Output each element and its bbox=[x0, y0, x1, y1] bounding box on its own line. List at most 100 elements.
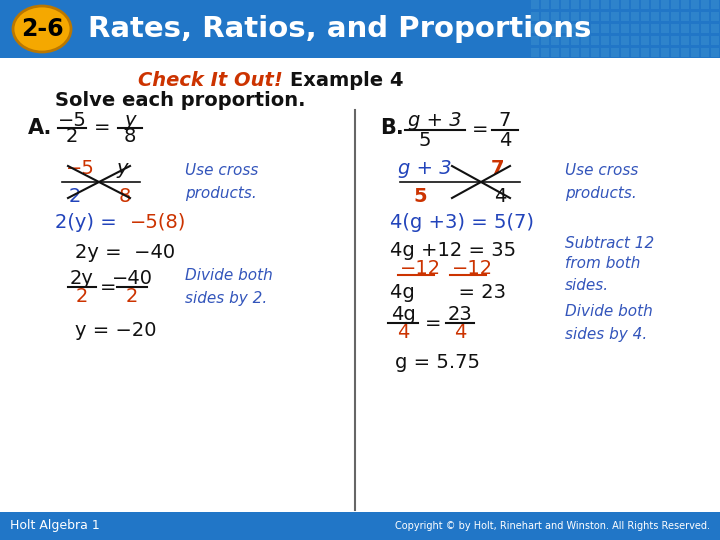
Text: 2: 2 bbox=[126, 287, 138, 306]
Bar bbox=[531, 12, 539, 21]
Bar bbox=[711, 12, 719, 21]
Text: g + 3: g + 3 bbox=[398, 159, 452, 178]
Text: 2: 2 bbox=[69, 186, 81, 206]
Bar bbox=[681, 24, 689, 33]
Text: 4: 4 bbox=[397, 322, 409, 341]
Bar bbox=[601, 48, 609, 57]
Text: Divide both
sides by 4.: Divide both sides by 4. bbox=[565, 305, 653, 342]
Text: 4g       = 23: 4g = 23 bbox=[390, 282, 506, 301]
Text: A.: A. bbox=[28, 118, 53, 138]
Bar bbox=[551, 0, 559, 9]
Bar bbox=[561, 48, 569, 57]
Bar bbox=[631, 48, 639, 57]
Text: y = −20: y = −20 bbox=[75, 321, 156, 340]
Bar bbox=[671, 36, 679, 45]
Text: −5: −5 bbox=[58, 111, 86, 130]
Bar bbox=[651, 24, 659, 33]
Text: 7: 7 bbox=[499, 111, 511, 130]
Bar bbox=[651, 36, 659, 45]
Bar bbox=[541, 36, 549, 45]
Bar bbox=[641, 48, 649, 57]
Bar bbox=[661, 24, 669, 33]
Text: 2y: 2y bbox=[70, 268, 94, 287]
Bar bbox=[601, 36, 609, 45]
Bar bbox=[681, 48, 689, 57]
Bar bbox=[711, 0, 719, 9]
Text: =: = bbox=[425, 314, 441, 333]
Bar bbox=[591, 0, 599, 9]
Text: 2: 2 bbox=[66, 126, 78, 145]
Bar bbox=[551, 24, 559, 33]
Bar bbox=[651, 0, 659, 9]
Bar bbox=[581, 24, 589, 33]
Bar bbox=[681, 36, 689, 45]
Bar bbox=[601, 12, 609, 21]
Bar bbox=[671, 48, 679, 57]
Bar bbox=[581, 48, 589, 57]
Bar bbox=[681, 0, 689, 9]
Bar bbox=[641, 24, 649, 33]
Bar bbox=[531, 24, 539, 33]
Text: 5: 5 bbox=[419, 131, 431, 150]
Text: 2(y) =: 2(y) = bbox=[55, 213, 123, 232]
Text: Use cross
products.: Use cross products. bbox=[185, 164, 258, 200]
Text: g = 5.75: g = 5.75 bbox=[395, 353, 480, 372]
Text: 8: 8 bbox=[119, 186, 131, 206]
Bar bbox=[591, 36, 599, 45]
Bar bbox=[661, 12, 669, 21]
Text: 4g +12 = 35: 4g +12 = 35 bbox=[390, 240, 516, 260]
Bar bbox=[601, 24, 609, 33]
Bar bbox=[561, 0, 569, 9]
Text: Subtract 12
from both
sides.: Subtract 12 from both sides. bbox=[565, 235, 654, 293]
Bar bbox=[631, 36, 639, 45]
Text: −12: −12 bbox=[452, 259, 493, 278]
Bar bbox=[541, 12, 549, 21]
Bar bbox=[581, 12, 589, 21]
Text: =: = bbox=[472, 120, 488, 139]
Text: Check It Out!: Check It Out! bbox=[138, 71, 290, 90]
Text: 8: 8 bbox=[124, 126, 136, 145]
Text: −40: −40 bbox=[112, 268, 153, 287]
Text: y: y bbox=[125, 111, 136, 130]
Text: −5: −5 bbox=[66, 159, 94, 178]
Text: 2y =  −40: 2y = −40 bbox=[75, 242, 175, 261]
Bar bbox=[641, 36, 649, 45]
Bar bbox=[621, 36, 629, 45]
Bar bbox=[0, 512, 720, 540]
Text: g + 3: g + 3 bbox=[408, 111, 462, 130]
Bar bbox=[561, 36, 569, 45]
Text: =: = bbox=[100, 278, 116, 296]
Text: 5: 5 bbox=[413, 186, 427, 206]
Bar bbox=[581, 36, 589, 45]
Text: 4: 4 bbox=[499, 131, 511, 150]
Bar bbox=[671, 24, 679, 33]
Bar bbox=[571, 0, 579, 9]
Bar bbox=[571, 24, 579, 33]
Bar bbox=[691, 24, 699, 33]
Bar bbox=[701, 24, 709, 33]
Bar bbox=[621, 24, 629, 33]
Bar bbox=[591, 48, 599, 57]
Bar bbox=[711, 24, 719, 33]
Bar bbox=[651, 48, 659, 57]
Text: 23: 23 bbox=[448, 305, 472, 323]
Bar bbox=[551, 48, 559, 57]
Bar bbox=[0, 58, 720, 512]
Bar bbox=[541, 0, 549, 9]
Bar bbox=[531, 0, 539, 9]
Bar bbox=[641, 0, 649, 9]
Bar bbox=[571, 48, 579, 57]
Bar bbox=[551, 12, 559, 21]
Bar bbox=[631, 12, 639, 21]
Text: 4: 4 bbox=[494, 186, 506, 206]
Bar bbox=[691, 0, 699, 9]
Text: y: y bbox=[116, 159, 127, 178]
Text: 4(g +3) = 5(7): 4(g +3) = 5(7) bbox=[390, 213, 534, 232]
Bar bbox=[541, 24, 549, 33]
Text: B.: B. bbox=[380, 118, 404, 138]
Bar bbox=[541, 48, 549, 57]
Bar bbox=[661, 36, 669, 45]
Text: Rates, Ratios, and Proportions: Rates, Ratios, and Proportions bbox=[88, 15, 591, 43]
Text: 2-6: 2-6 bbox=[21, 17, 63, 41]
Bar bbox=[701, 0, 709, 9]
